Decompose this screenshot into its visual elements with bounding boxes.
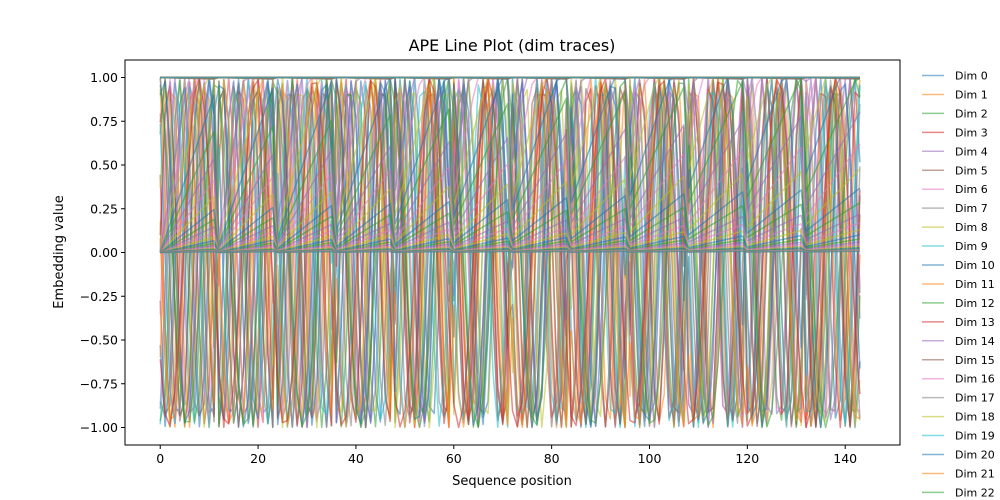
x-tick-label: 140 [833, 451, 857, 466]
legend-label: Dim 1 [955, 88, 988, 101]
legend-label: Dim 2 [955, 107, 988, 120]
series-layer [159, 76, 861, 429]
y-tick-label: −0.75 [80, 376, 118, 391]
x-axis-label: Sequence position [452, 474, 572, 489]
plot-area [124, 59, 901, 446]
y-tick-label: 0.50 [90, 158, 118, 173]
x-tick-label: 0 [156, 451, 164, 466]
legend-label: Dim 21 [955, 467, 995, 480]
y-tick-label: −1.00 [80, 420, 118, 435]
y-tick-label: 1.00 [90, 70, 118, 85]
x-tick-label: 40 [348, 451, 364, 466]
chart-title: APE Line Plot (dim traces) [409, 36, 616, 55]
y-tick-label: 0.25 [90, 201, 118, 216]
x-axis: 0 20 40 60 80 100 120 140 [156, 445, 857, 466]
x-tick-label: 80 [544, 451, 560, 466]
y-axis: −1.00 −0.75 −0.50 −0.25 0.00 0.25 0.50 0.75 1.00 [80, 70, 125, 435]
legend-label: Dim 14 [955, 335, 995, 348]
legend-label: Dim 15 [955, 354, 995, 367]
unlisted-series-line [159, 76, 861, 429]
x-tick-label: 120 [735, 451, 759, 466]
legend-label: Dim 22 [955, 486, 995, 499]
unlisted-series-line [160, 250, 860, 254]
legend-label: Dim 3 [955, 126, 988, 139]
legend-label: Dim 10 [955, 259, 995, 272]
legend-label: Dim 8 [955, 221, 988, 234]
legend-label: Dim 6 [955, 183, 988, 196]
legend-label: Dim 12 [955, 297, 995, 310]
legend-label: Dim 17 [955, 392, 995, 405]
y-tick-label: −0.50 [80, 333, 118, 348]
legend-label: Dim 13 [955, 316, 995, 329]
y-tick-label: 0.75 [90, 114, 118, 129]
x-tick-label: 100 [638, 451, 662, 466]
legend-label: Dim 16 [955, 373, 995, 386]
legend-label: Dim 20 [955, 449, 995, 462]
legend-label: Dim 19 [955, 430, 995, 443]
y-axis-label: Embedding value [52, 195, 67, 308]
legend-label: Dim 0 [955, 70, 988, 83]
legend-label: Dim 7 [955, 202, 988, 215]
legend-label: Dim 4 [955, 145, 988, 158]
x-tick-label: 60 [446, 451, 462, 466]
legend-label: Dim 11 [955, 278, 995, 291]
legend: Dim 0 Dim 1 Dim 2 Dim 3 Dim 4 Dim 5 Dim 6 Dim 7… [922, 70, 995, 499]
y-tick-label: −0.25 [80, 289, 118, 304]
x-tick-label: 20 [250, 451, 266, 466]
y-tick-label: 0.00 [90, 245, 118, 260]
legend-label: Dim 5 [955, 164, 988, 177]
legend-label: Dim 9 [955, 240, 988, 253]
legend-label: Dim 18 [955, 411, 995, 424]
